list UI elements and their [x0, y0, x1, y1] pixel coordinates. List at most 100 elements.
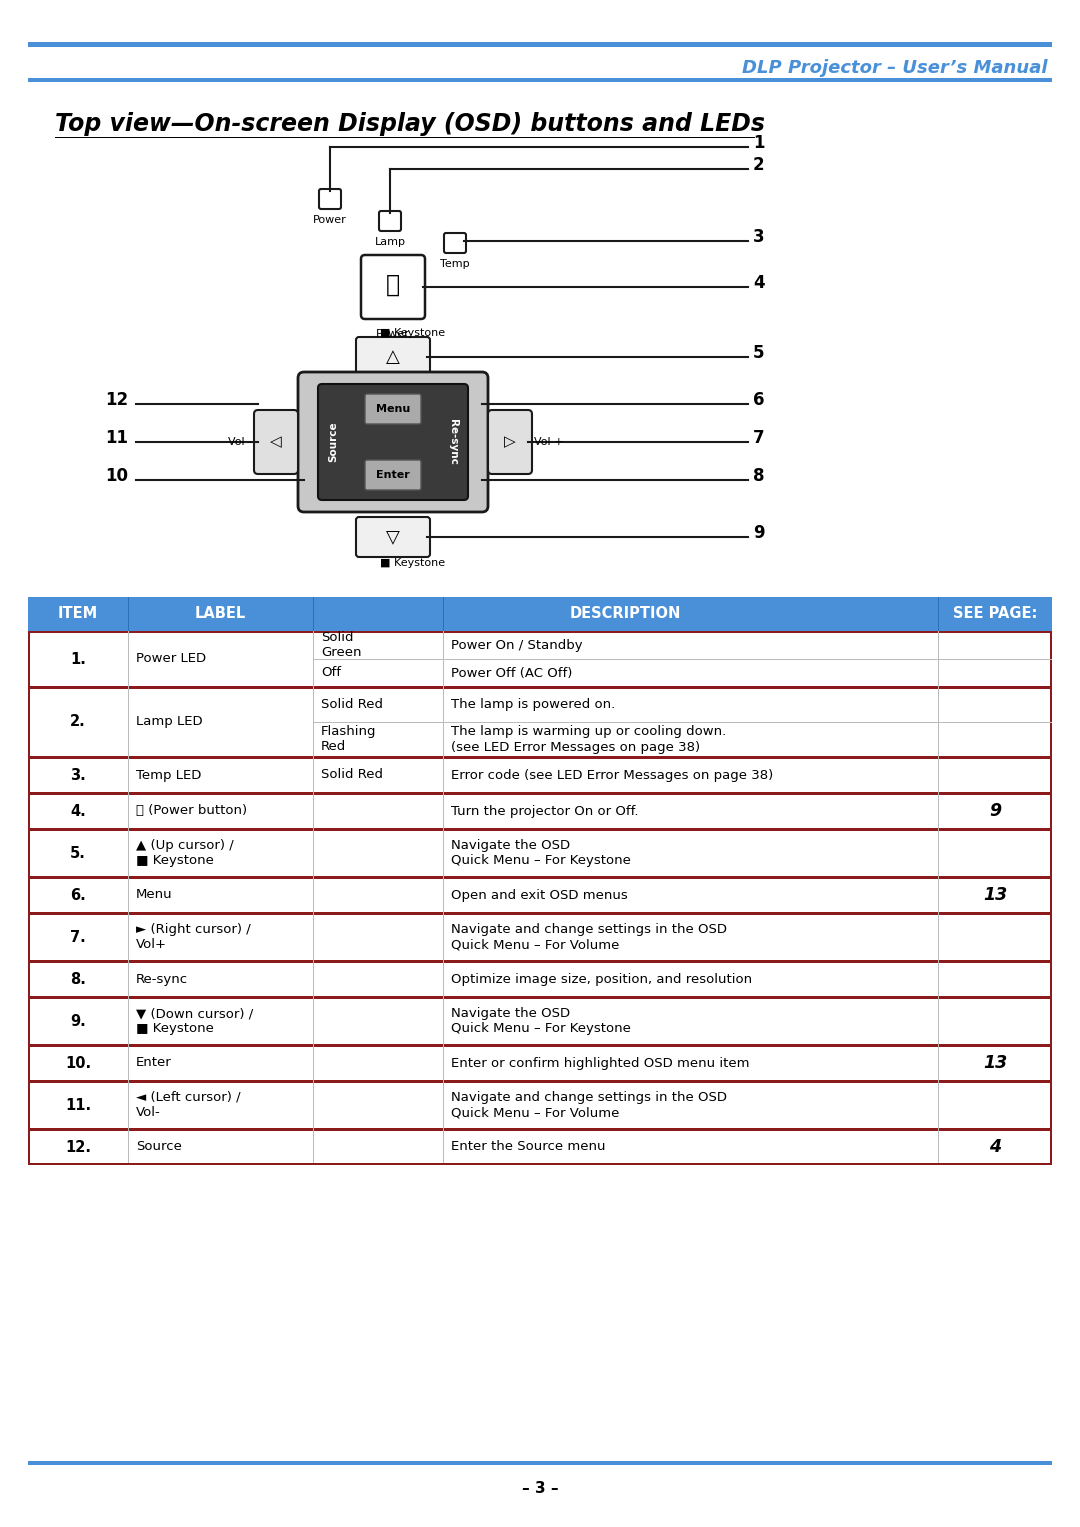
FancyBboxPatch shape — [365, 394, 421, 425]
Text: Navigate the OSD
Quick Menu – For Keystone: Navigate the OSD Quick Menu – For Keysto… — [451, 838, 631, 867]
Bar — [28, 793, 30, 829]
Text: Re-sync: Re-sync — [136, 973, 188, 985]
Bar — [28, 829, 30, 876]
Text: Temp: Temp — [441, 260, 470, 269]
Text: Navigate and change settings in the OSD
Quick Menu – For Volume: Navigate and change settings in the OSD … — [451, 1090, 727, 1119]
Text: 5.: 5. — [70, 846, 86, 861]
Text: ■ Keystone: ■ Keystone — [380, 328, 446, 337]
Bar — [28, 1044, 30, 1081]
Text: 10: 10 — [105, 467, 129, 486]
Bar — [28, 876, 1052, 913]
Text: 5: 5 — [753, 344, 765, 362]
Text: Navigate the OSD
Quick Menu – For Keystone: Navigate the OSD Quick Menu – For Keysto… — [451, 1006, 631, 1035]
Text: The lamp is powered on.: The lamp is powered on. — [451, 698, 616, 712]
Text: 9.: 9. — [70, 1014, 86, 1029]
Bar — [28, 1164, 1052, 1165]
Text: Temp LED: Temp LED — [136, 768, 201, 782]
Text: Solid Red: Solid Red — [321, 768, 383, 782]
Bar — [28, 597, 1052, 631]
Bar — [28, 997, 1052, 1044]
Bar — [28, 997, 30, 1044]
Text: Power Off (AC Off): Power Off (AC Off) — [451, 666, 572, 680]
Text: SEE PAGE:: SEE PAGE: — [953, 606, 1037, 621]
Text: Solid
Green: Solid Green — [321, 631, 362, 660]
Text: Enter: Enter — [136, 1057, 172, 1069]
Text: 7: 7 — [753, 429, 765, 447]
Bar — [1050, 960, 1052, 997]
Text: △: △ — [386, 348, 400, 366]
Bar — [28, 829, 1052, 876]
FancyBboxPatch shape — [361, 255, 426, 319]
Text: ⏻ (Power button): ⏻ (Power button) — [136, 805, 247, 817]
Bar — [28, 757, 1052, 793]
Bar — [28, 1081, 1052, 1128]
Text: 13: 13 — [983, 886, 1008, 904]
Text: Error code (see LED Error Messages on page 38): Error code (see LED Error Messages on pa… — [451, 768, 773, 782]
Text: ■ Keystone: ■ Keystone — [380, 557, 446, 568]
Text: 4.: 4. — [70, 803, 86, 818]
Text: 3: 3 — [753, 228, 765, 246]
Text: Navigate and change settings in the OSD
Quick Menu – For Volume: Navigate and change settings in the OSD … — [451, 922, 727, 951]
Text: Top view—On-screen Display (OSD) buttons and LEDs: Top view—On-screen Display (OSD) buttons… — [55, 111, 765, 136]
Text: 8: 8 — [753, 467, 765, 486]
Text: ⏻: ⏻ — [386, 273, 400, 296]
Text: Menu: Menu — [376, 405, 410, 414]
Text: Lamp: Lamp — [375, 237, 405, 247]
Bar — [28, 1128, 1052, 1165]
Text: 6: 6 — [753, 391, 765, 409]
Bar — [28, 757, 30, 793]
Bar — [1050, 1128, 1052, 1165]
Bar — [1050, 631, 1052, 687]
Bar — [28, 793, 1052, 829]
Bar — [28, 687, 1052, 757]
Text: Turn the projector On or Off.: Turn the projector On or Off. — [451, 805, 638, 817]
Text: ► (Right cursor) /
Vol+: ► (Right cursor) / Vol+ — [136, 922, 251, 951]
Text: 13: 13 — [983, 1054, 1008, 1072]
Text: Lamp LED: Lamp LED — [136, 716, 203, 728]
Text: – 3 –: – 3 – — [522, 1481, 558, 1496]
Text: ▽: ▽ — [386, 528, 400, 547]
Text: ◄ (Left cursor) /
Vol-: ◄ (Left cursor) / Vol- — [136, 1090, 241, 1119]
Bar — [1050, 793, 1052, 829]
Text: 2: 2 — [753, 156, 765, 174]
Bar — [28, 913, 1052, 960]
Bar — [28, 43, 1052, 47]
FancyBboxPatch shape — [356, 337, 430, 377]
Bar — [28, 1044, 1052, 1081]
Text: 11.: 11. — [65, 1098, 91, 1113]
Text: ▼ (Down cursor) /
■ Keystone: ▼ (Down cursor) / ■ Keystone — [136, 1006, 253, 1035]
Text: 10.: 10. — [65, 1055, 91, 1070]
Text: 1.: 1. — [70, 652, 86, 666]
Bar — [28, 913, 30, 960]
Bar — [28, 687, 30, 757]
Bar — [1050, 1044, 1052, 1081]
Text: ◁: ◁ — [270, 435, 282, 449]
Text: Optimize image size, position, and resolution: Optimize image size, position, and resol… — [451, 973, 752, 985]
Text: 12.: 12. — [65, 1139, 91, 1154]
Bar — [1050, 687, 1052, 757]
FancyBboxPatch shape — [254, 411, 298, 473]
Text: 6.: 6. — [70, 887, 86, 902]
Bar — [1050, 913, 1052, 960]
Text: Power LED: Power LED — [136, 652, 206, 666]
Text: 4: 4 — [753, 273, 765, 292]
Text: DLP Projector – User’s Manual: DLP Projector – User’s Manual — [743, 60, 1048, 76]
Bar — [1050, 1081, 1052, 1128]
Text: Open and exit OSD menus: Open and exit OSD menus — [451, 889, 627, 901]
Bar — [1050, 876, 1052, 913]
Text: Off: Off — [321, 666, 341, 680]
Text: 9: 9 — [753, 524, 765, 542]
Text: 1: 1 — [753, 134, 765, 153]
Text: Menu: Menu — [136, 889, 173, 901]
Text: 3.: 3. — [70, 768, 86, 782]
Text: ▷: ▷ — [504, 435, 516, 449]
Text: 12: 12 — [105, 391, 129, 409]
Text: Vol -: Vol - — [228, 437, 252, 447]
Bar — [1050, 997, 1052, 1044]
Text: 7.: 7. — [70, 930, 86, 945]
Text: 11: 11 — [105, 429, 129, 447]
FancyBboxPatch shape — [298, 373, 488, 512]
Text: Power On / Standby: Power On / Standby — [451, 638, 582, 652]
Bar — [28, 631, 30, 687]
FancyBboxPatch shape — [356, 518, 430, 557]
